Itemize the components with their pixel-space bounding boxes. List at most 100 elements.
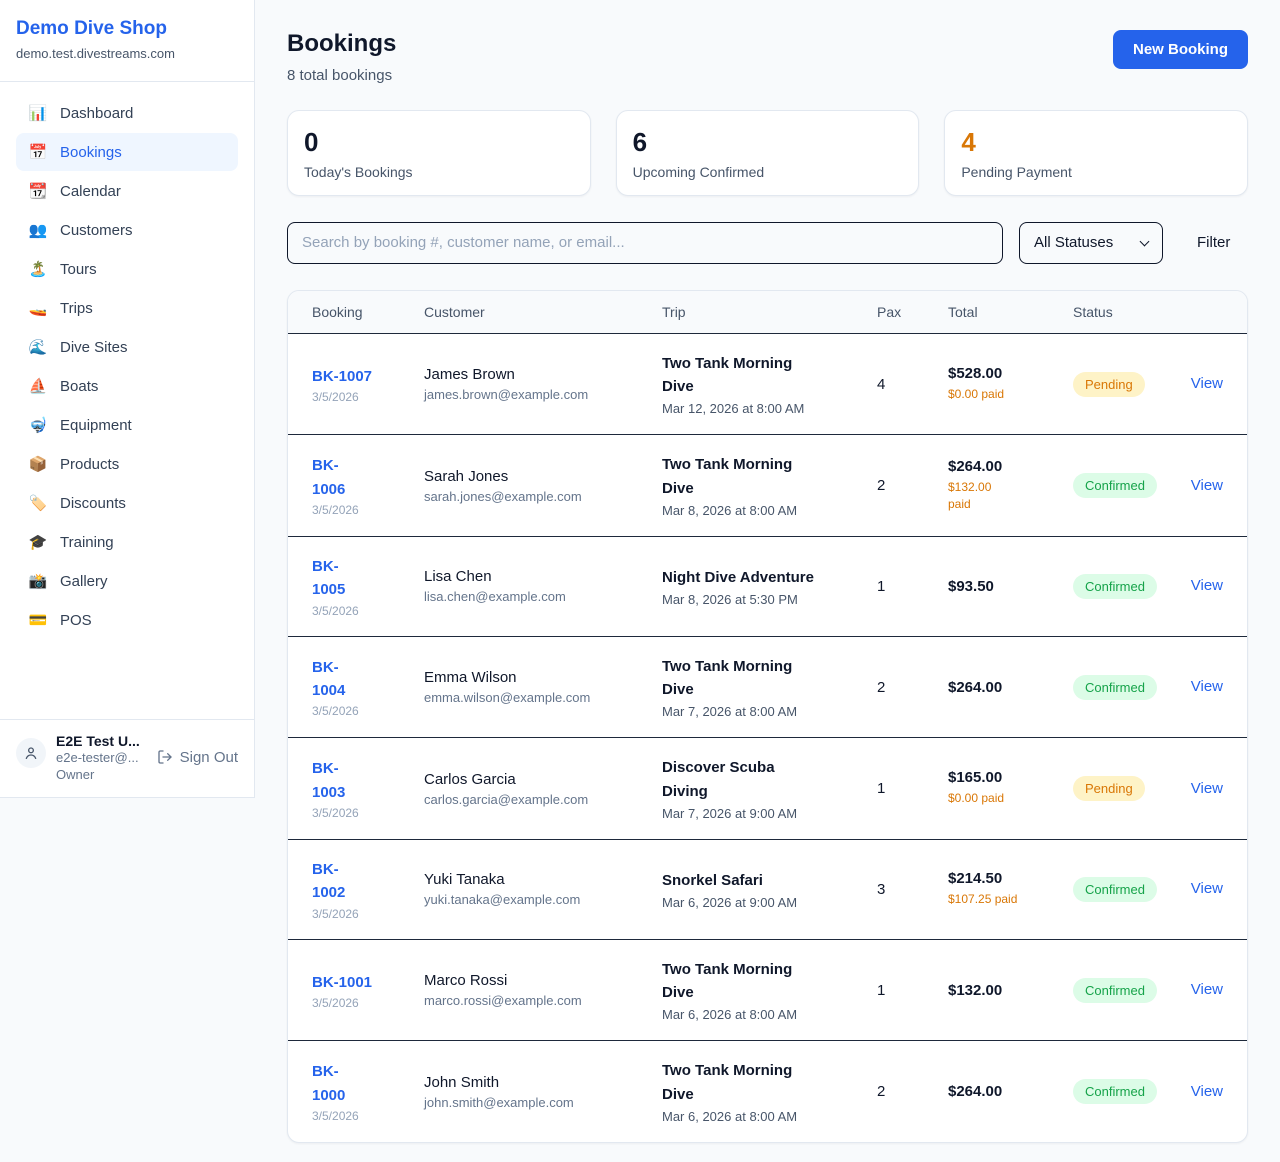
sidebar-item-bookings[interactable]: 📅 Bookings: [16, 133, 238, 171]
view-cell: View: [1188, 981, 1223, 999]
customer-email: yuki.tanaka@example.com: [424, 892, 581, 908]
sidebar-item-label: Customers: [60, 221, 133, 239]
status-filter-select[interactable]: All Statuses: [1019, 221, 1163, 264]
pax-cell: 2: [877, 477, 886, 495]
user-panel: E2E Test U... e2e-tester@... Owner Sign …: [0, 718, 254, 797]
view-link[interactable]: View: [1190, 577, 1223, 595]
view-link[interactable]: View: [1190, 476, 1223, 494]
total-cell: $264.00: [948, 679, 1073, 696]
sidebar-item-label: Dive Sites: [60, 338, 128, 356]
sidebar-item-discounts[interactable]: 🏷️ Discounts: [16, 484, 238, 522]
view-link[interactable]: View: [1190, 678, 1223, 696]
customer-cell: James Brown james.brown@example.com: [424, 366, 662, 402]
status-cell: Confirmed: [1073, 977, 1188, 1003]
shop-domain: demo.test.divestreams.com: [16, 46, 175, 61]
booking-cell: BK- 1003 3/5/2026: [312, 757, 424, 820]
sign-out-label: Sign Out: [179, 748, 238, 766]
sidebar-item-dashboard[interactable]: 📊 Dashboard: [16, 94, 238, 132]
trip-date: Mar 6, 2026 at 9:00 AM: [662, 895, 798, 911]
booking-date: 3/5/2026: [312, 502, 359, 517]
customer-cell: Lisa Chen lisa.chen@example.com: [424, 568, 662, 604]
view-cell: View: [1188, 477, 1223, 495]
customer-name: Emma Wilson: [424, 669, 517, 687]
sidebar-item-label: POS: [60, 611, 92, 629]
booking-id-link[interactable]: BK- 1006: [312, 457, 346, 498]
sidebar: Demo Dive Shop demo.test.divestreams.com…: [0, 0, 255, 798]
filter-button[interactable]: Filter: [1197, 234, 1231, 252]
user-email: e2e-tester@...: [56, 749, 139, 765]
sidebar-item-tours[interactable]: 🏝️ Tours: [16, 250, 238, 288]
stats-row: 0 Today's Bookings 6 Upcoming Confirmed …: [287, 110, 1248, 196]
booking-cell: BK- 1004 3/5/2026: [312, 656, 424, 719]
booking-cell: BK- 1002 3/5/2026: [312, 858, 424, 921]
customer-name: James Brown: [424, 366, 515, 384]
sign-out-button[interactable]: Sign Out: [157, 749, 238, 766]
booking-cell: BK-1001 3/5/2026: [312, 971, 424, 1010]
customer-cell: Yuki Tanaka yuki.tanaka@example.com: [424, 871, 662, 907]
column-header-pax: Pax: [877, 303, 902, 320]
sidebar-item-pos[interactable]: 💳 POS: [16, 601, 238, 639]
booking-cell: BK- 1000 3/5/2026: [312, 1060, 424, 1123]
booking-id-link[interactable]: BK- 1003: [312, 760, 346, 801]
booking-id-link[interactable]: BK- 1002: [312, 861, 346, 902]
total-cell: $528.00 $0.00 paid: [948, 365, 1073, 403]
sidebar-item-trips[interactable]: 🚤 Trips: [16, 289, 238, 327]
sidebar-item-dive-sites[interactable]: 🌊 Dive Sites: [16, 328, 238, 366]
view-link[interactable]: View: [1190, 779, 1223, 797]
customer-cell: Sarah Jones sarah.jones@example.com: [424, 468, 662, 504]
customer-email: james.brown@example.com: [424, 387, 589, 403]
new-booking-button[interactable]: New Booking: [1112, 30, 1248, 69]
booking-date: 3/5/2026: [312, 1108, 359, 1123]
trip-name: Night Dive Adventure: [662, 568, 814, 586]
main-content: Bookings 8 total bookings New Booking 0 …: [255, 0, 1280, 1162]
view-link[interactable]: View: [1190, 981, 1223, 999]
trip-date: Mar 6, 2026 at 8:00 AM: [662, 1007, 798, 1023]
trip-name: Two Tank Morning Dive: [662, 1062, 793, 1103]
equipment-icon: 🤿: [28, 417, 48, 434]
booking-id-link[interactable]: BK- 1004: [312, 658, 346, 700]
booking-cell: BK-1007 3/5/2026: [312, 365, 424, 404]
trip-date: Mar 6, 2026 at 8:00 AM: [662, 1108, 798, 1124]
sidebar-item-customers[interactable]: 👥 Customers: [16, 211, 238, 249]
sidebar-nav: 📊 Dashboard 📅 Bookings 📆 Calendar 👥 Cust…: [0, 82, 254, 652]
page-header: Bookings 8 total bookings New Booking: [287, 30, 1248, 84]
stat-value: 6: [632, 127, 648, 157]
status-badge: Confirmed: [1073, 876, 1157, 902]
search-input[interactable]: [287, 221, 1003, 264]
booking-date: 3/5/2026: [312, 704, 359, 719]
total-cell: $165.00 $0.00 paid: [948, 769, 1073, 807]
booking-cell: BK- 1006 3/5/2026: [312, 454, 424, 517]
sidebar-item-label: Discounts: [60, 494, 126, 512]
sidebar-item-training[interactable]: 🎓 Training: [16, 523, 238, 561]
customer-email: sarah.jones@example.com: [424, 488, 582, 504]
dive-sites-icon: 🌊: [28, 339, 48, 356]
view-link[interactable]: View: [1190, 1082, 1223, 1100]
customer-email: marco.rossi@example.com: [424, 993, 582, 1009]
stat-card: 4 Pending Payment: [944, 110, 1248, 196]
view-link[interactable]: View: [1190, 880, 1223, 898]
sidebar-item-equipment[interactable]: 🤿 Equipment: [16, 406, 238, 444]
booking-date: 3/5/2026: [312, 389, 359, 404]
stat-value: 4: [961, 127, 976, 157]
sidebar-item-products[interactable]: 📦 Products: [16, 445, 238, 483]
booking-id-link[interactable]: BK-1001: [312, 973, 373, 991]
stat-label: Pending Payment: [961, 163, 1072, 180]
status-cell: Pending: [1073, 776, 1188, 802]
customer-name: John Smith: [424, 1073, 500, 1091]
booking-id-link[interactable]: BK- 1000: [312, 1063, 346, 1104]
total-amount: $214.50: [948, 870, 1003, 888]
booking-id-link[interactable]: BK- 1005: [312, 558, 346, 599]
customer-cell: Carlos Garcia carlos.garcia@example.com: [424, 771, 662, 807]
table-row: BK- 1003 3/5/2026 Carlos Garcia carlos.ga…: [288, 738, 1247, 840]
view-link[interactable]: View: [1190, 375, 1223, 393]
filter-controls: All Statuses Filter: [287, 221, 1248, 264]
trip-cell: Two Tank Morning Dive Mar 12, 2026 at 8:0…: [662, 352, 877, 417]
sidebar-item-calendar[interactable]: 📆 Calendar: [16, 172, 238, 210]
table-header-row: Booking Customer Trip Pax Total Status: [288, 290, 1247, 334]
bookings-icon: 📅: [28, 144, 48, 161]
sidebar-item-gallery[interactable]: 📸 Gallery: [16, 562, 238, 600]
status-cell: Confirmed: [1073, 674, 1188, 700]
booking-id-link[interactable]: BK-1007: [312, 367, 373, 385]
status-badge: Pending: [1073, 371, 1145, 397]
sidebar-item-boats[interactable]: ⛵ Boats: [16, 367, 238, 405]
